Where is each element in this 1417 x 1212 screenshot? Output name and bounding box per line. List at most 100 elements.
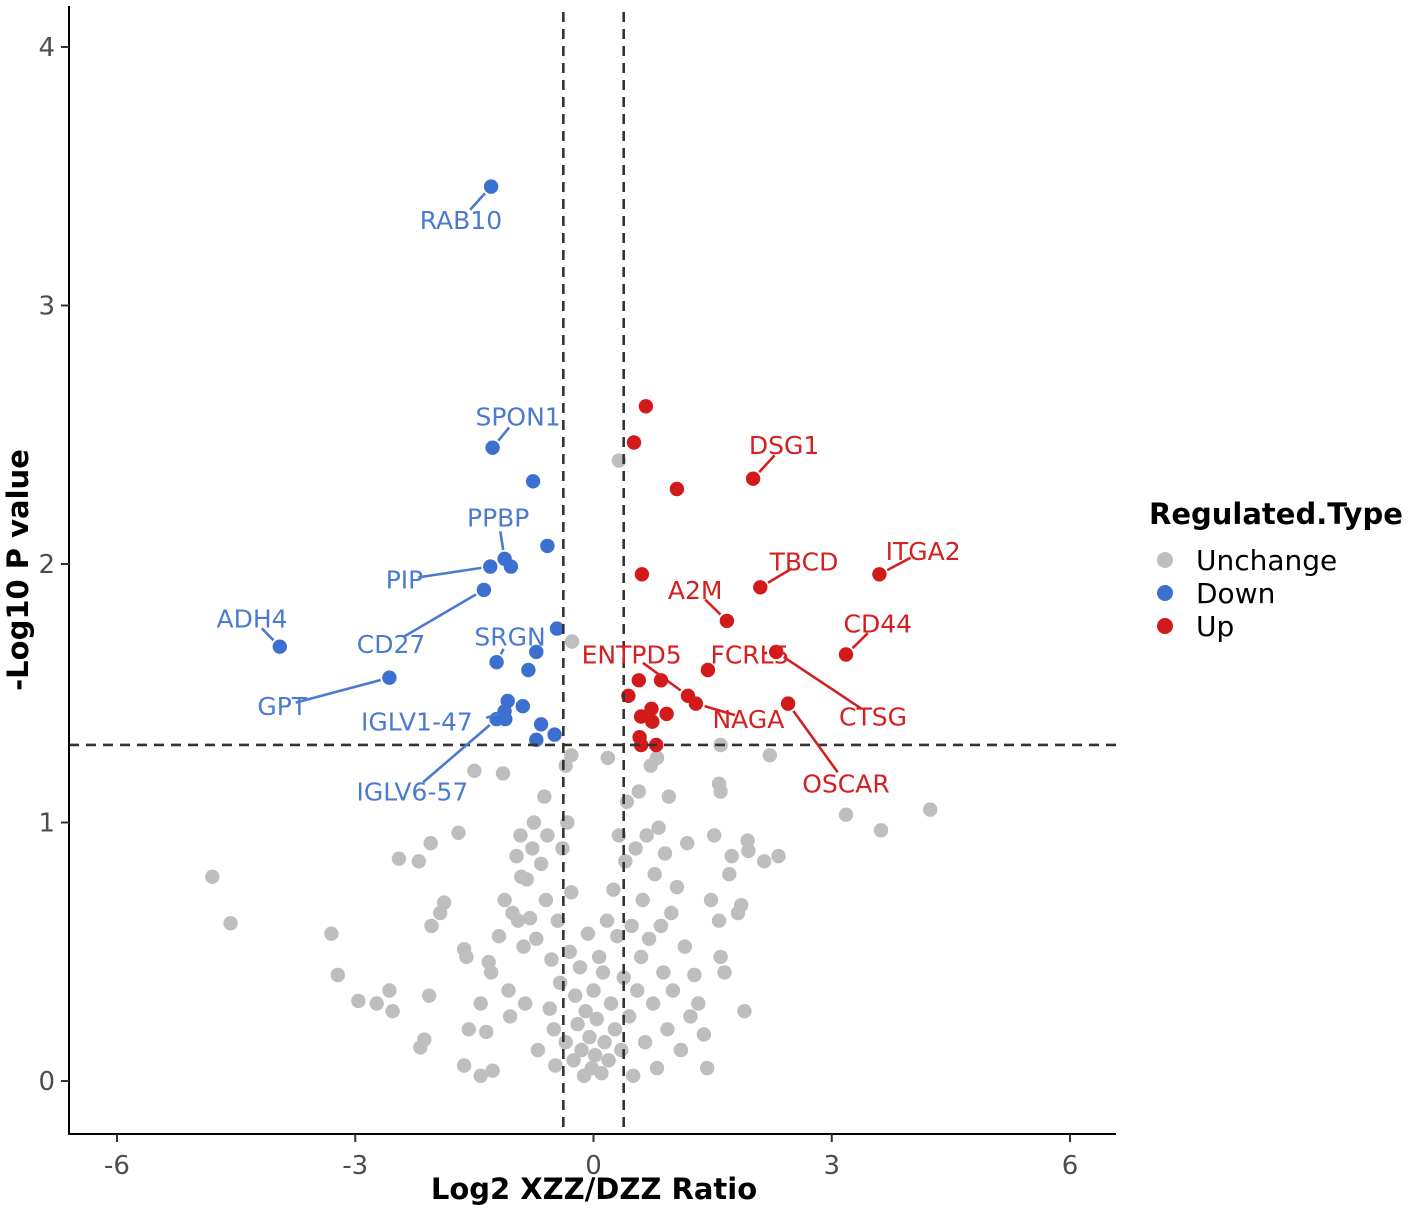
point-unchange bbox=[657, 846, 673, 861]
point-unchange bbox=[677, 939, 692, 954]
point-up bbox=[688, 696, 704, 711]
gene-label-spon1: SPON1 bbox=[475, 403, 560, 432]
point-unchange bbox=[639, 828, 654, 843]
y-tick-label: 1 bbox=[38, 809, 55, 839]
point-unchange bbox=[526, 815, 542, 830]
series-down bbox=[272, 179, 565, 747]
point-unchange bbox=[649, 750, 665, 766]
leader-line-oscar bbox=[792, 710, 839, 774]
point-up bbox=[719, 613, 735, 629]
point-unchange bbox=[923, 802, 938, 817]
x-tick-label: -6 bbox=[104, 1151, 130, 1181]
point-up bbox=[659, 706, 674, 722]
point-up bbox=[780, 696, 796, 711]
point-unchange bbox=[483, 965, 499, 980]
point-unchange bbox=[601, 1053, 616, 1068]
gene-label-tbcd: TBCD bbox=[769, 547, 839, 576]
point-unchange bbox=[635, 892, 650, 908]
point-unchange bbox=[651, 820, 666, 835]
point-unchange bbox=[479, 1024, 494, 1040]
point-down bbox=[485, 440, 500, 455]
point-unchange bbox=[703, 892, 719, 908]
point-unchange bbox=[497, 892, 512, 908]
point-unchange bbox=[771, 848, 786, 864]
point-unchange bbox=[473, 1068, 488, 1084]
point-unchange bbox=[513, 828, 528, 843]
point-unchange bbox=[510, 913, 526, 928]
leader-line-ctsg bbox=[782, 655, 863, 710]
leader-line-iglv1-47 bbox=[485, 712, 500, 719]
point-unchange bbox=[385, 1004, 400, 1019]
point-down bbox=[272, 639, 287, 654]
point-down bbox=[476, 582, 492, 598]
point-unchange bbox=[757, 854, 772, 869]
point-unchange bbox=[548, 1058, 563, 1073]
point-unchange bbox=[606, 882, 621, 897]
point-up bbox=[700, 662, 716, 678]
x-tick-label: -3 bbox=[342, 1151, 368, 1181]
legend-swatch-down bbox=[1157, 585, 1173, 601]
gene-label-iglv6-57: IGLV6-57 bbox=[357, 778, 469, 807]
point-unchange bbox=[637, 1035, 653, 1050]
point-unchange bbox=[578, 1004, 593, 1019]
point-unchange bbox=[324, 926, 339, 941]
point-down bbox=[515, 699, 530, 714]
point-unchange bbox=[382, 983, 397, 998]
point-unchange bbox=[734, 898, 749, 913]
point-unchange bbox=[607, 1022, 623, 1037]
point-unchange bbox=[562, 944, 577, 959]
gene-label-a2m: A2M bbox=[668, 576, 723, 605]
leader-line-spon1 bbox=[497, 426, 511, 442]
point-unchange bbox=[351, 993, 366, 1009]
point-down bbox=[540, 538, 555, 554]
point-unchange bbox=[600, 750, 615, 766]
point-unchange bbox=[330, 967, 345, 983]
point-unchange bbox=[485, 1063, 500, 1078]
x-axis-title: Log2 XZZ/DZZ Ratio bbox=[431, 1172, 757, 1206]
point-unchange bbox=[582, 1029, 597, 1045]
point-unchange bbox=[473, 996, 488, 1011]
point-unchange bbox=[491, 929, 507, 944]
leader-line-rab10 bbox=[469, 192, 486, 211]
point-unchange bbox=[618, 854, 633, 869]
points-layer bbox=[205, 179, 938, 1084]
point-unchange bbox=[737, 1004, 752, 1019]
series-up bbox=[621, 399, 887, 753]
point-up bbox=[644, 701, 659, 716]
point-unchange bbox=[205, 869, 220, 884]
point-unchange bbox=[564, 885, 579, 900]
point-unchange bbox=[542, 1001, 557, 1016]
point-unchange bbox=[616, 970, 631, 985]
legend-label-up: Up bbox=[1196, 610, 1234, 643]
gene-label-adh4: ADH4 bbox=[216, 604, 287, 633]
point-unchange bbox=[544, 952, 559, 967]
point-unchange bbox=[707, 828, 722, 843]
leader-line-adh4 bbox=[260, 627, 275, 642]
point-unchange bbox=[421, 988, 437, 1003]
axes bbox=[68, 6, 1116, 1135]
point-unchange bbox=[558, 1035, 573, 1050]
point-up bbox=[753, 580, 768, 595]
point-unchange bbox=[587, 1048, 603, 1063]
point-unchange bbox=[586, 983, 601, 998]
point-unchange bbox=[665, 983, 681, 998]
point-unchange bbox=[622, 1009, 637, 1024]
leader-line-gpt bbox=[295, 678, 382, 704]
leader-line-iglv6-57 bbox=[422, 724, 491, 784]
point-unchange bbox=[459, 949, 474, 965]
point-unchange bbox=[501, 983, 516, 998]
point-unchange bbox=[530, 1042, 546, 1058]
point-unchange bbox=[595, 965, 611, 980]
y-tick-label: 0 bbox=[38, 1067, 55, 1097]
point-unchange bbox=[570, 1016, 585, 1032]
leader-line-ppbp bbox=[499, 531, 505, 551]
leader-line-itga2 bbox=[886, 556, 912, 572]
gene-label-gpt: GPT bbox=[257, 692, 307, 721]
point-unchange bbox=[630, 983, 645, 998]
point-up bbox=[872, 567, 887, 582]
point-unchange bbox=[741, 843, 756, 859]
point-unchange bbox=[673, 1042, 689, 1058]
point-down bbox=[529, 732, 544, 747]
